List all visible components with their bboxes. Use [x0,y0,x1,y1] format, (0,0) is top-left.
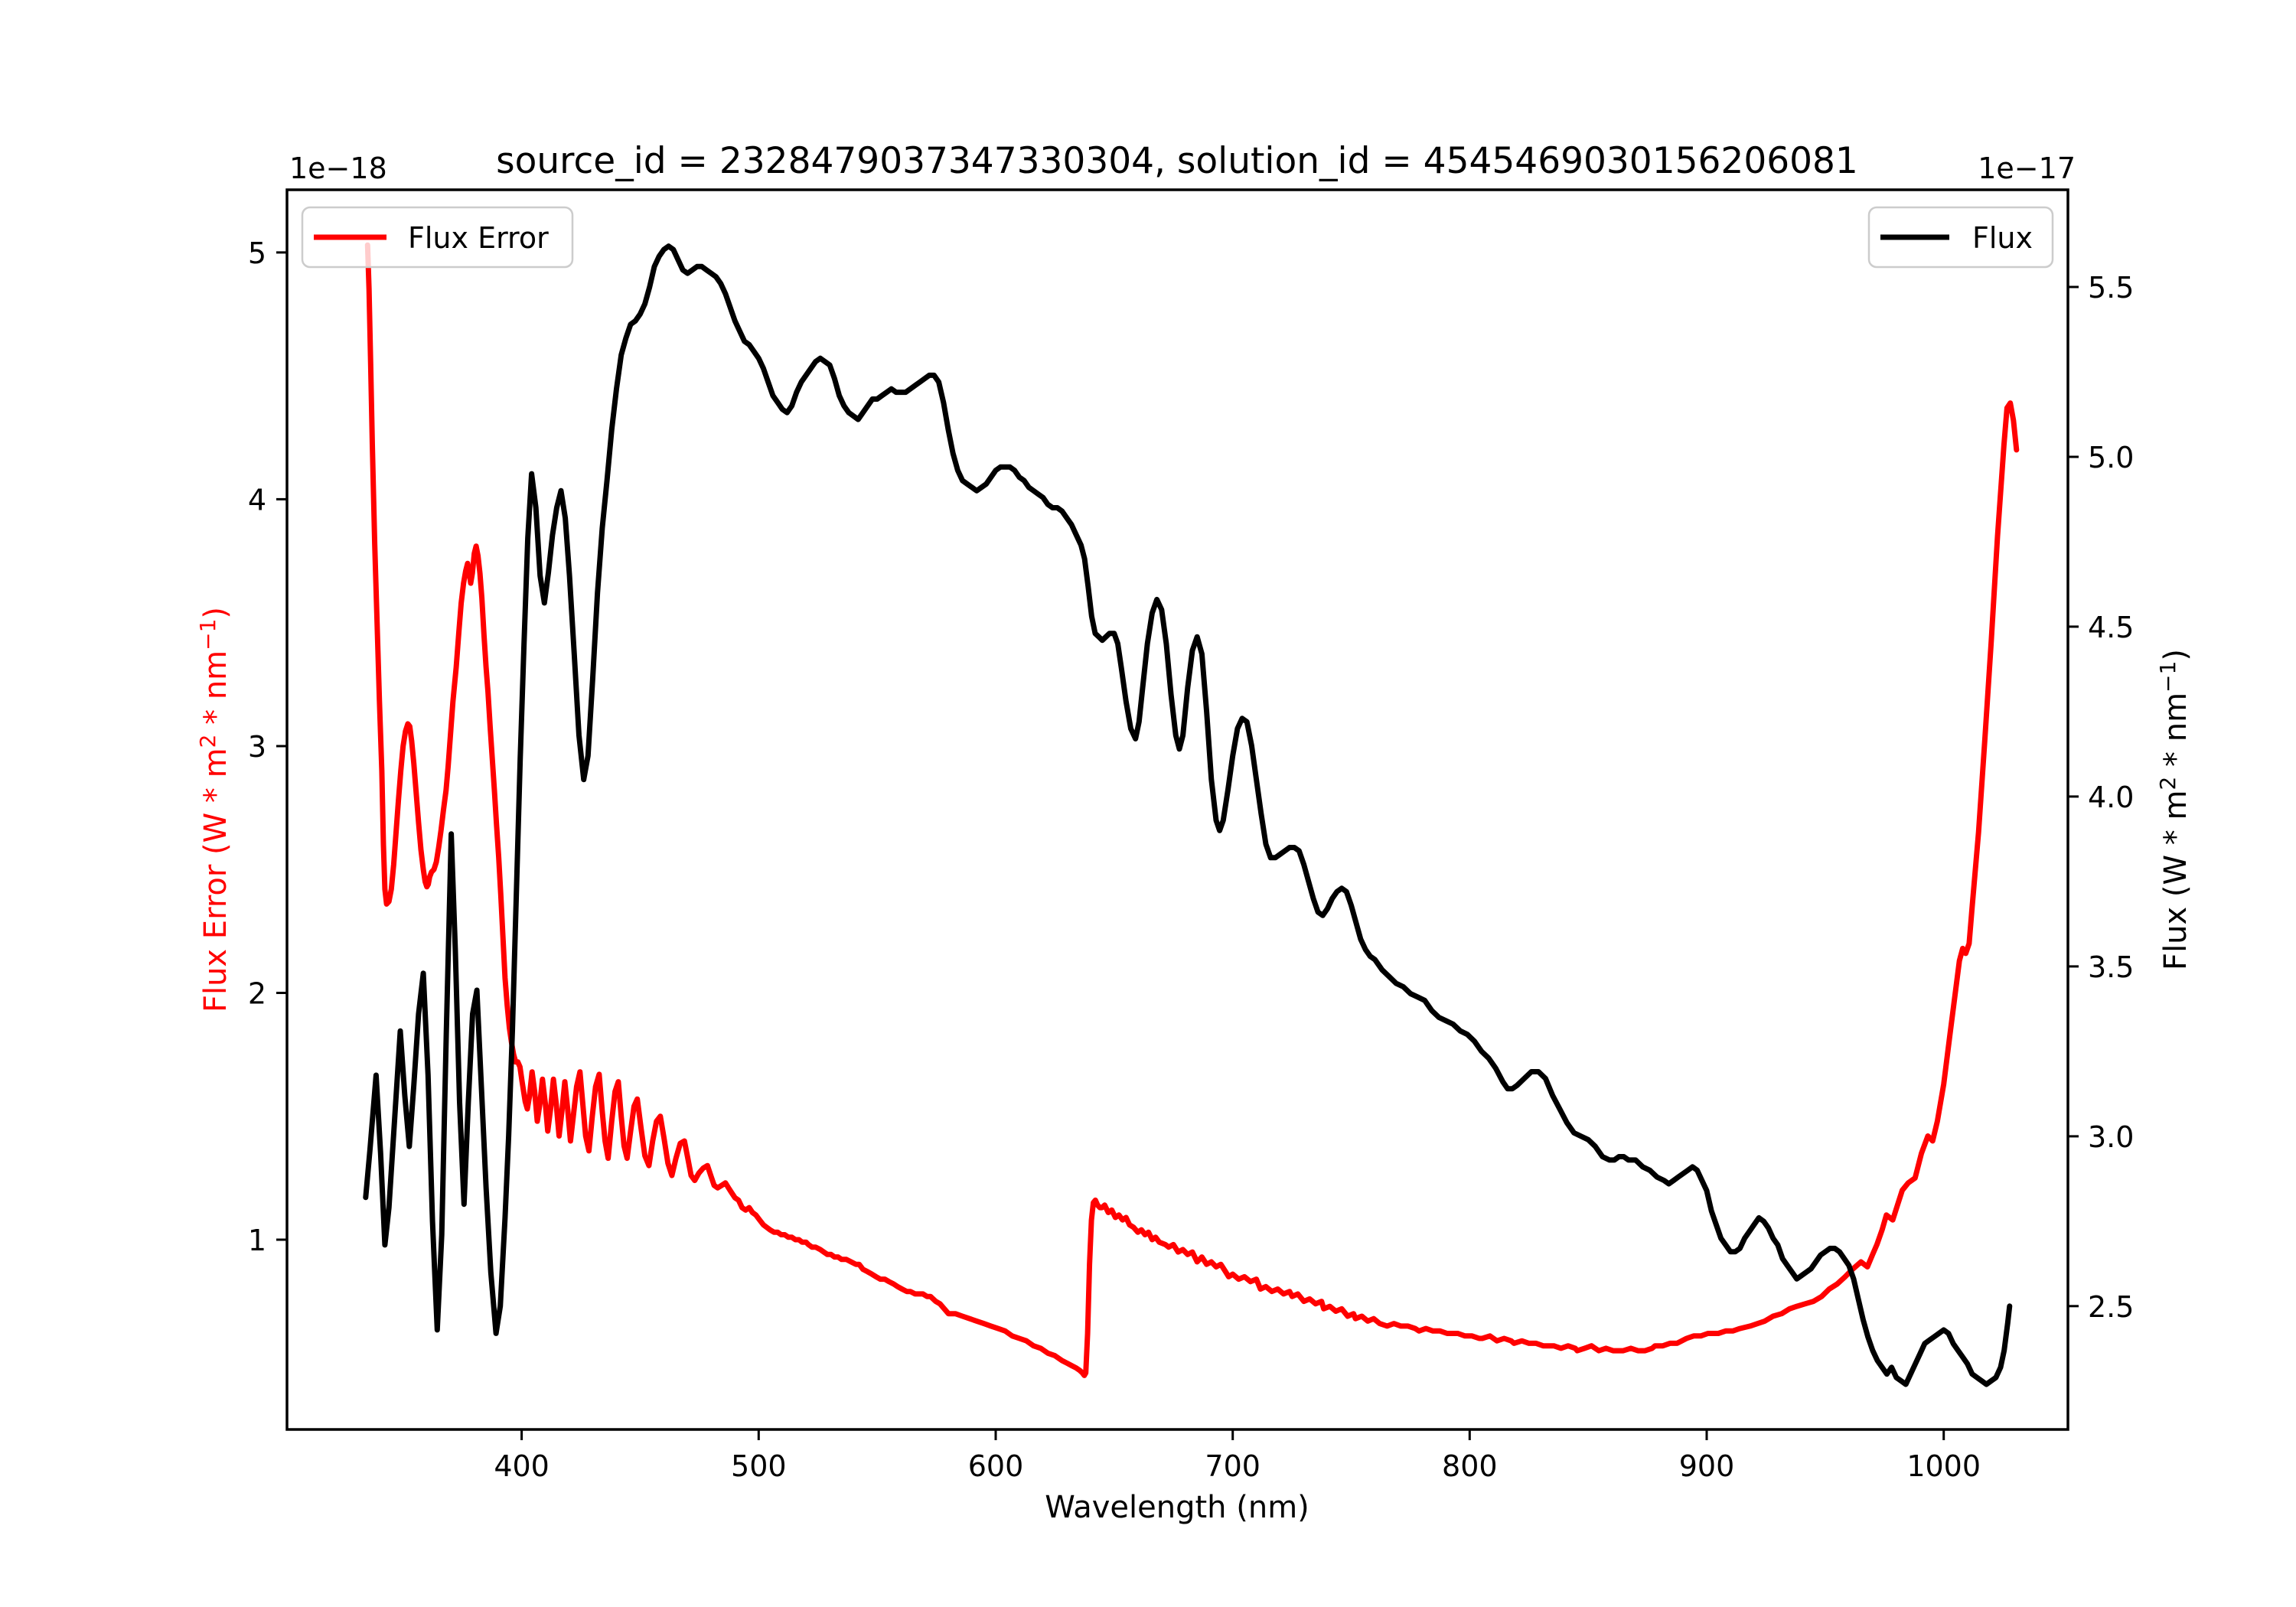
right-tick-label: 3.5 [2088,950,2134,984]
legend-flux: Flux [1867,206,2054,269]
right-tick-label: 5.5 [2088,271,2134,305]
right-tick-label: 4.0 [2088,781,2134,814]
legend-flux-error: Flux Error [301,206,574,269]
x-tick-label: 700 [1205,1449,1261,1483]
left-tick-label: 5 [248,236,266,270]
right-y-label-sup2: −1 [2155,661,2180,693]
left-y-axis-label: Flux Error (W * m2 * nm−1) [195,607,233,1012]
left-y-label-mid: * nm [198,650,233,735]
left-y-label-sup: 2 [195,735,220,748]
legend-flux-label: Flux [1972,221,2033,255]
right-y-axis-label: Flux (W * m2 * nm−1) [2155,649,2193,970]
right-y-label-post: ) [2158,649,2193,661]
left-y-label-sup2: −1 [195,619,220,650]
x-axis-ticks: 400 500 600 700 800 900 1000 [494,1429,1981,1483]
left-axis-ticks: 1 2 3 4 5 [248,236,287,1257]
x-tick-label: 1000 [1906,1449,1981,1483]
right-y-label-mid: * nm [2158,693,2193,777]
x-axis-label: Wavelength (nm) [1045,1490,1309,1525]
x-tick-label: 600 [968,1449,1024,1483]
x-tick-label: 400 [494,1449,550,1483]
legend-flux-error-box [301,206,574,269]
plot-area [287,190,2068,1429]
right-y-label-pre: Flux (W * m [2158,790,2193,970]
curves [363,242,2020,1387]
left-offset-label: 1e−18 [289,152,387,185]
left-tick-label: 3 [248,730,266,764]
left-y-label-pre: Flux Error (W * m [198,748,233,1012]
right-tick-label: 5.0 [2088,441,2134,474]
left-tick-label: 2 [248,977,266,1011]
legend-flux-box [1867,206,2054,269]
x-tick-label: 500 [731,1449,787,1483]
left-tick-label: 4 [248,483,266,517]
x-tick-label: 800 [1442,1449,1498,1483]
left-tick-label: 1 [248,1224,266,1257]
right-tick-label: 3.0 [2088,1120,2134,1154]
x-tick-label: 900 [1679,1449,1735,1483]
right-y-label-sup: 2 [2155,777,2180,790]
left-y-label-post: ) [198,607,233,619]
flux-error-line [364,242,2020,1378]
flux-line [363,243,2013,1387]
right-tick-label: 2.5 [2088,1290,2134,1324]
axes-frame [285,188,2069,1431]
legend-flux-error-label: Flux Error [408,221,549,255]
right-offset-label: 1e−17 [1978,152,2076,185]
right-axis-ticks: 2.5 3.0 3.5 4.0 4.5 5.0 5.5 [2068,271,2134,1324]
right-tick-label: 4.5 [2088,611,2134,644]
chart-title: source_id = 2328479037347330304, solutio… [496,140,1858,182]
